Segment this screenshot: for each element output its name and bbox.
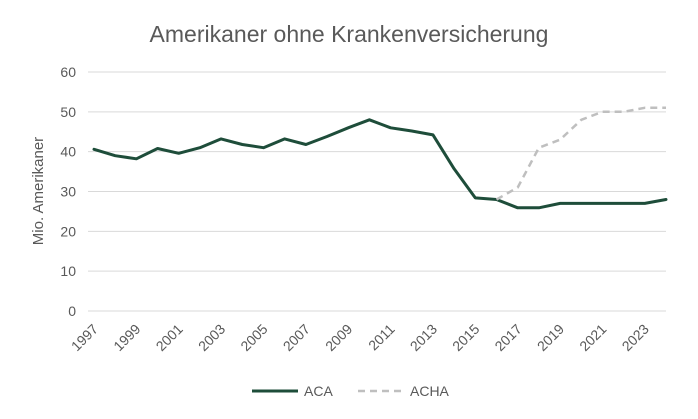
x-tick-label: 2005 [237, 321, 270, 354]
x-tick-label: 2011 [365, 321, 398, 354]
y-tick-label: 0 [68, 303, 76, 319]
series-lines [92, 106, 668, 210]
y-tick-label: 40 [60, 144, 76, 160]
x-tick-label: 2021 [576, 321, 609, 354]
x-tick-label: 2017 [491, 321, 524, 354]
x-tick-label: 2019 [534, 321, 567, 354]
x-tick-label: 2013 [407, 321, 440, 354]
x-tick-label: 2001 [153, 321, 186, 354]
x-tick-label: 2023 [619, 321, 652, 354]
x-tick-label: 2003 [195, 321, 228, 354]
y-tick-label: 50 [60, 104, 76, 120]
series-line-acha [495, 106, 666, 201]
chart-title: Amerikaner ohne Krankenversicherung [150, 21, 549, 47]
y-tick-label: 60 [60, 64, 76, 80]
x-axis-ticks: 1997 1999 2001 2003 2005 2007 2009 2011 2013 2015… [68, 321, 652, 354]
series-line-aca [92, 118, 668, 210]
y-axis-ticks: 0 10 20 30 40 50 60 [60, 64, 76, 319]
y-tick-label: 10 [60, 263, 76, 279]
x-tick-label: 2015 [449, 321, 482, 354]
y-tick-label: 20 [60, 223, 76, 239]
legend-entry: ACA [304, 383, 333, 399]
y-axis-label: Mio. Amerikaner [30, 137, 47, 245]
gridlines [88, 71, 666, 312]
x-tick-label: 1999 [110, 321, 143, 354]
legend-entry: ACHA [410, 383, 450, 399]
x-tick-label: 2007 [280, 321, 313, 354]
x-tick-label: 1997 [68, 321, 101, 354]
y-tick-label: 30 [60, 184, 76, 200]
legend: ACA ACHA [252, 383, 450, 399]
x-tick-label: 2009 [322, 321, 355, 354]
